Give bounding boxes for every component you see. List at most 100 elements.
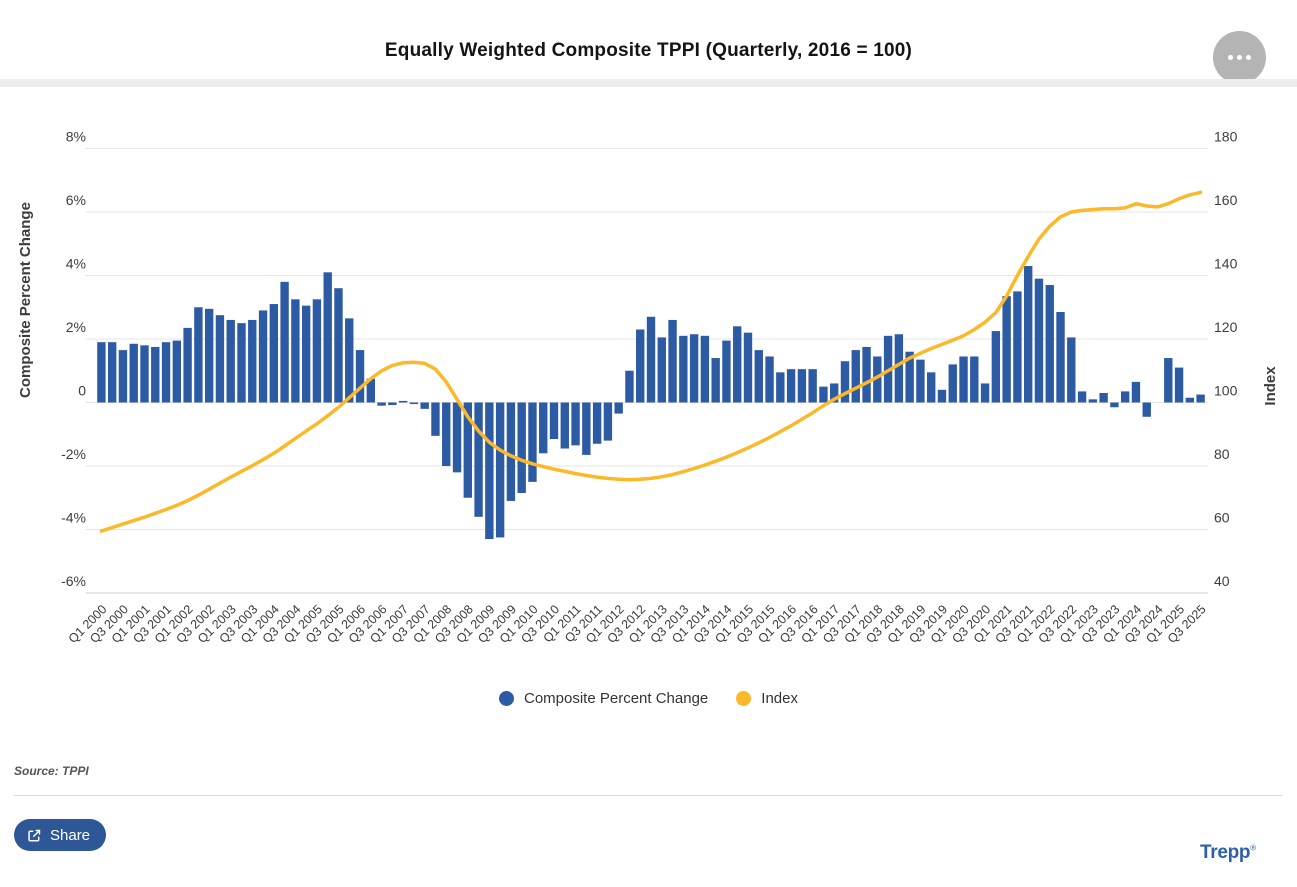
bar[interactable]: [1088, 399, 1098, 403]
bar[interactable]: [118, 350, 128, 403]
bar[interactable]: [1056, 312, 1065, 403]
bar[interactable]: [592, 402, 602, 444]
bar[interactable]: [1013, 291, 1022, 403]
bar[interactable]: [862, 346, 871, 403]
bar[interactable]: [1099, 392, 1108, 403]
bar[interactable]: [226, 319, 235, 403]
bar[interactable]: [1067, 337, 1076, 403]
bar[interactable]: [452, 402, 462, 473]
bar[interactable]: [323, 272, 332, 403]
bar[interactable]: [851, 350, 860, 403]
bar[interactable]: [786, 369, 796, 403]
bar[interactable]: [797, 369, 807, 403]
bar[interactable]: [161, 342, 171, 403]
bar[interactable]: [1110, 402, 1119, 408]
bar[interactable]: [495, 402, 505, 538]
bar[interactable]: [980, 383, 990, 403]
bar[interactable]: [248, 319, 257, 403]
bar[interactable]: [646, 316, 656, 403]
bar[interactable]: [830, 383, 839, 403]
legend-item-composite-percent-change[interactable]: Composite Percent Change: [499, 690, 708, 707]
bar[interactable]: [765, 356, 774, 403]
bar[interactable]: [991, 331, 1001, 403]
bar[interactable]: [668, 319, 677, 403]
bar[interactable]: [1185, 397, 1195, 403]
bar[interactable]: [420, 402, 429, 409]
bar[interactable]: [1024, 265, 1033, 403]
bar[interactable]: [140, 345, 149, 403]
bar[interactable]: [722, 340, 731, 403]
bar[interactable]: [733, 326, 742, 403]
bar[interactable]: [1164, 358, 1173, 403]
bar[interactable]: [539, 402, 548, 454]
bar[interactable]: [301, 305, 311, 403]
bar[interactable]: [700, 335, 710, 403]
bar[interactable]: [151, 346, 160, 403]
share-button[interactable]: Share: [14, 819, 107, 851]
bar[interactable]: [388, 402, 397, 406]
bar[interactable]: [517, 402, 526, 493]
bar[interactable]: [442, 402, 451, 467]
bar[interactable]: [280, 281, 289, 403]
bar[interactable]: [743, 332, 753, 403]
bar[interactable]: [1174, 367, 1184, 403]
bar[interactable]: [1142, 402, 1151, 417]
bar[interactable]: [474, 402, 483, 517]
bar[interactable]: [873, 356, 882, 403]
bar[interactable]: [1034, 278, 1044, 403]
bar[interactable]: [927, 372, 936, 403]
bar[interactable]: [204, 308, 214, 403]
bar[interactable]: [754, 350, 763, 403]
bar[interactable]: [334, 288, 343, 403]
bar[interactable]: [172, 340, 182, 403]
bar[interactable]: [582, 402, 591, 455]
bar[interactable]: [959, 356, 968, 403]
bar[interactable]: [916, 359, 925, 403]
bar[interactable]: [1196, 394, 1205, 403]
bar[interactable]: [711, 358, 720, 403]
bar[interactable]: [194, 307, 203, 403]
legend-item-index[interactable]: Index: [736, 690, 798, 707]
bar[interactable]: [625, 370, 634, 403]
bar[interactable]: [894, 334, 904, 403]
bar[interactable]: [237, 323, 246, 403]
bar[interactable]: [808, 369, 817, 403]
bar[interactable]: [107, 342, 117, 403]
bar[interactable]: [398, 400, 408, 403]
bar[interactable]: [636, 329, 645, 403]
bar[interactable]: [937, 389, 947, 403]
bar[interactable]: [485, 402, 494, 540]
bar[interactable]: [269, 304, 279, 403]
bar[interactable]: [614, 402, 623, 414]
bar[interactable]: [549, 402, 559, 440]
bar[interactable]: [291, 299, 300, 403]
bar[interactable]: [431, 402, 440, 436]
bar[interactable]: [1131, 381, 1141, 403]
bar[interactable]: [819, 386, 828, 403]
bar[interactable]: [463, 402, 472, 498]
bar[interactable]: [258, 310, 268, 403]
bar[interactable]: [215, 315, 225, 403]
bar[interactable]: [1120, 391, 1130, 403]
bar[interactable]: [528, 402, 537, 482]
bar[interactable]: [355, 350, 365, 403]
index-line[interactable]: [99, 190, 1203, 533]
bar[interactable]: [506, 402, 516, 501]
bar[interactable]: [409, 402, 419, 405]
bar[interactable]: [571, 402, 580, 446]
bar[interactable]: [970, 356, 979, 403]
bar[interactable]: [948, 364, 957, 403]
bar[interactable]: [905, 351, 914, 403]
bar[interactable]: [603, 402, 613, 441]
bar[interactable]: [312, 299, 322, 403]
bar[interactable]: [345, 318, 354, 403]
bar[interactable]: [97, 342, 106, 403]
bar[interactable]: [689, 334, 699, 403]
bar[interactable]: [1045, 285, 1054, 403]
bar[interactable]: [377, 402, 386, 406]
bar[interactable]: [1077, 391, 1087, 403]
bar[interactable]: [776, 372, 785, 403]
bar[interactable]: [129, 343, 138, 403]
bar[interactable]: [679, 335, 688, 403]
bar[interactable]: [183, 327, 192, 403]
